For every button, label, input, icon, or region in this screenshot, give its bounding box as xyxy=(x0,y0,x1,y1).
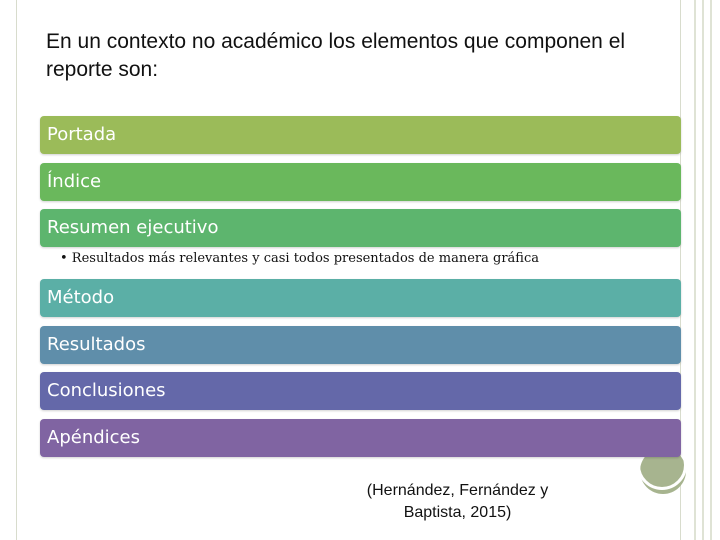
sub-bullet-resultados: • Resultados más relevantes y casi todos… xyxy=(60,251,539,266)
citation-line-1: (Hernández, Fernández y xyxy=(366,482,549,499)
item-apendices: Apéndices xyxy=(40,419,681,457)
slide-frame xyxy=(16,0,681,540)
item-resultados: Resultados xyxy=(40,326,681,364)
citation: (Hernández, Fernández y Baptista, 2015) xyxy=(330,480,585,524)
item-resumen-ejecutivo: Resumen ejecutivo xyxy=(40,209,681,247)
item-conclusiones: Conclusiones xyxy=(40,372,681,410)
citation-line-2: Baptista, 2015) xyxy=(403,504,512,521)
item-metodo: Método xyxy=(40,279,681,317)
item-portada: Portada xyxy=(40,116,681,154)
slide-title: En un contexto no académico los elemento… xyxy=(46,30,626,81)
item-indice: Índice xyxy=(40,163,681,201)
decorative-stripes xyxy=(690,0,720,540)
